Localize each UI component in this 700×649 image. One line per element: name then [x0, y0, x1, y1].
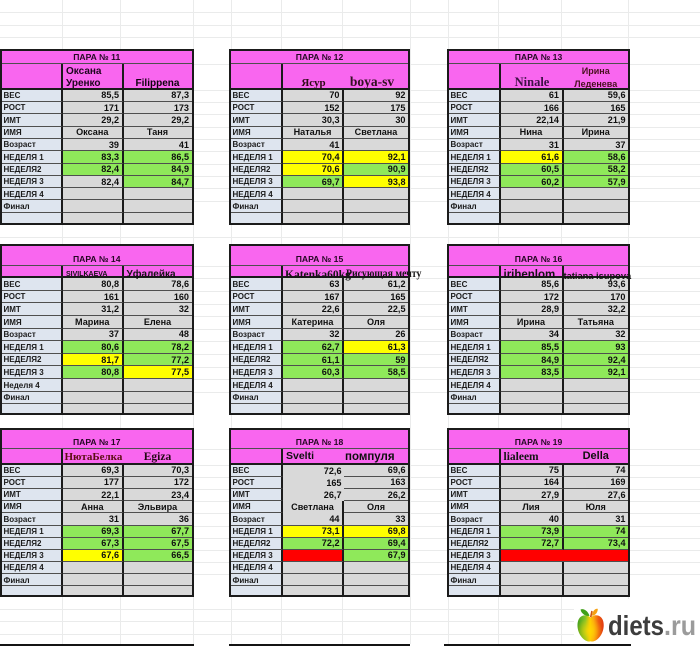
- svg-text:.ru: .ru: [664, 610, 696, 641]
- svg-text:diets: diets: [608, 610, 664, 641]
